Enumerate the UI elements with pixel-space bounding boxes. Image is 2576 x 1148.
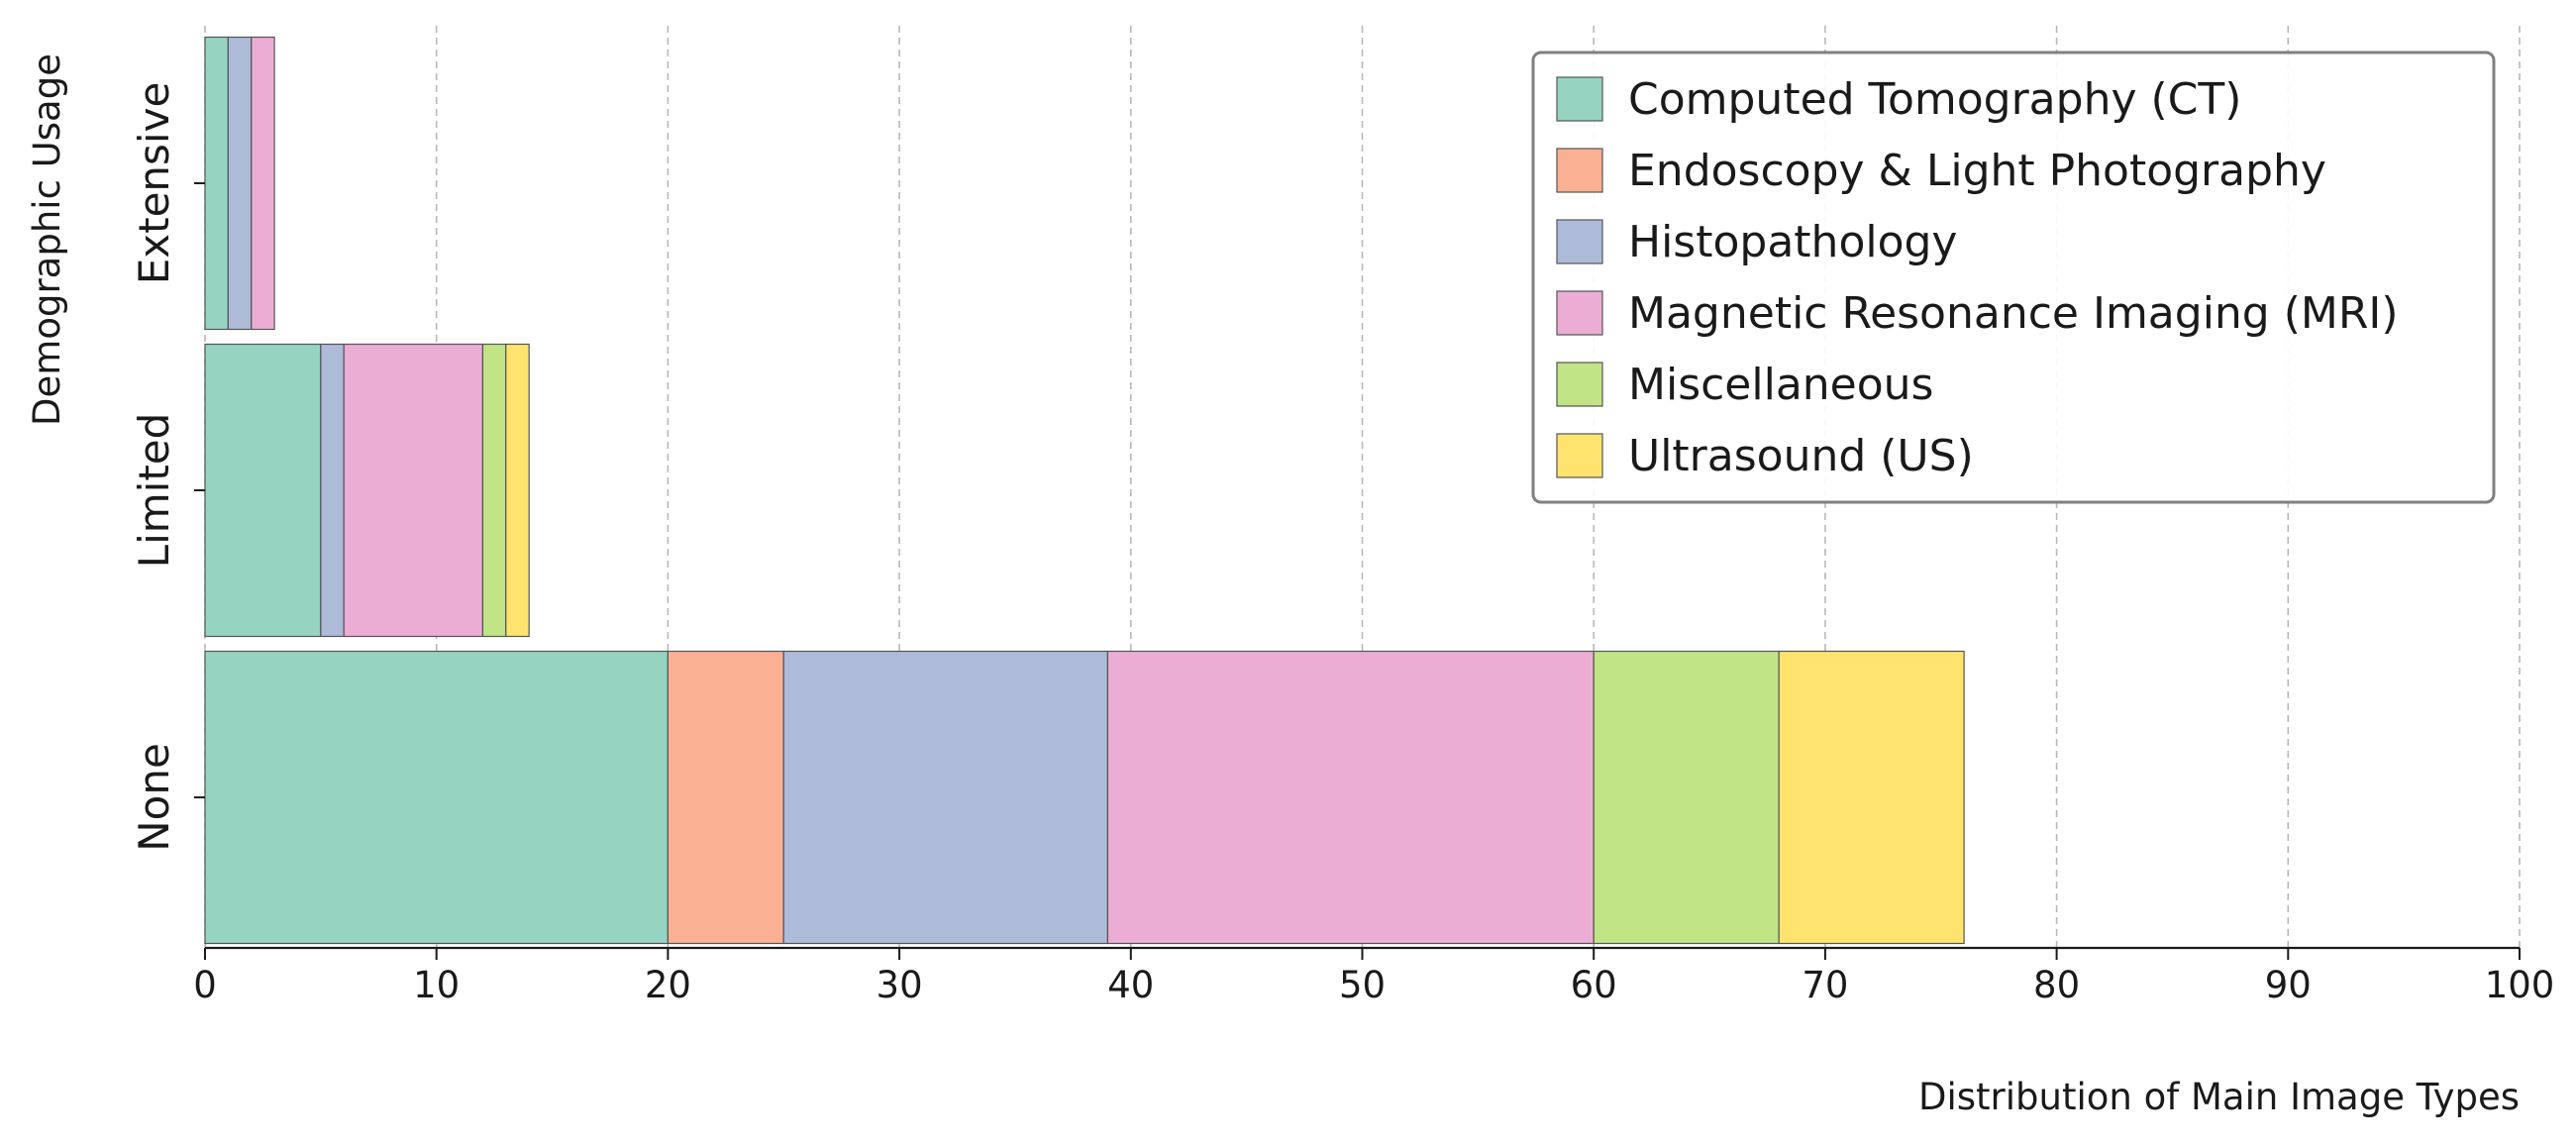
legend-swatch-0 — [1556, 76, 1603, 122]
x-tick-label-30: 30 — [876, 964, 923, 1006]
legend-swatch-5 — [1556, 433, 1603, 478]
bar-limited-series-2 — [320, 343, 345, 638]
y-tick-label-extensive: Extensive — [130, 82, 178, 285]
legend-swatch-3 — [1556, 290, 1603, 336]
x-axis-title: Distribution of Main Image Types — [1918, 1076, 2520, 1118]
bar-none-series-0 — [204, 650, 669, 945]
bar-none-series-3 — [1106, 650, 1595, 945]
bar-none-series-4 — [1593, 650, 1780, 945]
legend-label-5: Ultrasound (US) — [1628, 431, 1974, 481]
bar-extensive-series-3 — [251, 36, 275, 331]
legend: Computed Tomography (CT) Endoscopy & Ligh… — [1531, 51, 2496, 504]
legend-label-2: Histopathology — [1628, 217, 1957, 267]
x-tick-label-60: 60 — [1571, 964, 1617, 1006]
legend-swatch-2 — [1556, 219, 1603, 264]
bar-none-series-2 — [782, 650, 1109, 945]
legend-frame — [1531, 51, 2496, 504]
x-tick-label-90: 90 — [2265, 964, 2312, 1006]
bar-none-series-5 — [1778, 650, 1965, 945]
x-tick-label-20: 20 — [645, 964, 691, 1006]
y-axis-title: Demographic Usage — [26, 53, 68, 426]
x-tick-label-70: 70 — [1802, 964, 1848, 1006]
legend-swatch-1 — [1556, 148, 1603, 193]
x-tick-label-10: 10 — [413, 964, 460, 1006]
axis-layer: 0 10 20 30 40 50 60 70 80 90 100 None Limited Extensi… — [130, 82, 2554, 1006]
x-tick-label-40: 40 — [1107, 964, 1154, 1006]
y-tick-label-none: None — [130, 743, 178, 852]
x-tick-label-0: 0 — [193, 964, 217, 1006]
legend-label-3: Magnetic Resonance Imaging (MRI) — [1628, 288, 2399, 339]
x-tick-label-50: 50 — [1339, 964, 1386, 1006]
x-tick-label-80: 80 — [2033, 964, 2080, 1006]
legend-label-1: Endoscopy & Light Photography — [1628, 146, 2326, 196]
bar-limited-series-5 — [505, 343, 530, 638]
y-tick-label-limited: Limited — [130, 413, 178, 569]
bar-extensive-series-2 — [227, 36, 253, 331]
bar-none-series-1 — [667, 650, 784, 945]
bar-extensive-series-0 — [204, 36, 229, 331]
x-tick-label-100: 100 — [2485, 964, 2555, 1006]
bar-limited-series-4 — [481, 343, 507, 638]
bar-limited-series-0 — [204, 343, 322, 638]
legend-swatch-4 — [1556, 362, 1603, 407]
legend-label-4: Miscellaneous — [1628, 360, 1933, 410]
bar-limited-series-3 — [343, 343, 484, 638]
bars-layer — [204, 36, 1965, 945]
legend-label-0: Computed Tomography (CT) — [1628, 74, 2241, 125]
